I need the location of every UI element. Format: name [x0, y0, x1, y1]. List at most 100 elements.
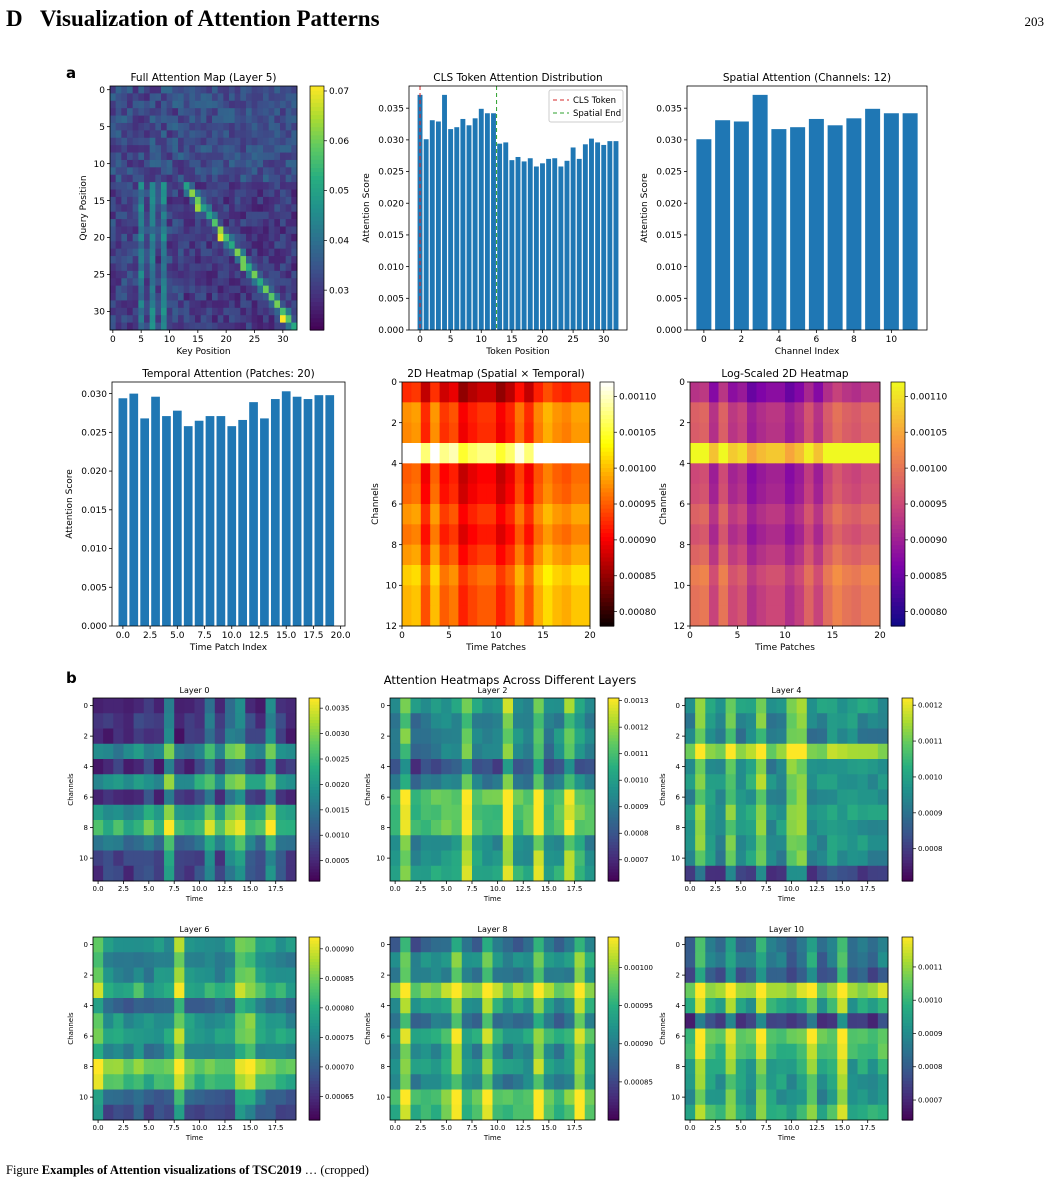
heatmap-cell [214, 967, 226, 984]
heatmap-cell [794, 544, 805, 566]
heatmap-cell [110, 196, 117, 205]
heatmap-cell [274, 226, 281, 235]
colorbar-tick-label: 0.0010 [325, 832, 350, 840]
heatmap-cell [832, 565, 843, 586]
heatmap-cell [400, 698, 411, 714]
heatmap-cell [183, 108, 190, 116]
heatmap-cell [224, 982, 236, 999]
heatmap-cell [728, 382, 738, 403]
x-tick-label: 5.0 [143, 1124, 154, 1132]
heatmap-cell [851, 544, 862, 566]
heatmap-cell [214, 850, 226, 867]
heatmap-cell [103, 1013, 114, 1029]
colorbar-segment [608, 871, 619, 876]
colorbar-segment [902, 994, 913, 999]
heatmap-cell [174, 820, 185, 836]
colorbar-segment [309, 1101, 320, 1106]
heatmap-cell [144, 285, 151, 294]
heatmap-cell [420, 713, 432, 729]
heatmap-cell [214, 698, 226, 714]
heatmap-cell [867, 967, 879, 984]
heatmap-cell [554, 698, 565, 714]
colorbar-segment [310, 297, 324, 303]
bar [205, 416, 215, 626]
heatmap-cell [138, 122, 145, 131]
heatmap-cell [786, 759, 798, 775]
colorbar-segment [902, 835, 913, 839]
colorbar-segment [310, 313, 324, 319]
heatmap-cell [217, 100, 224, 109]
heatmap-cell [533, 998, 545, 1014]
y-tick-label: 0.015 [81, 506, 107, 516]
heatmap-cell [533, 524, 544, 546]
heatmap-cell [172, 182, 179, 190]
heatmap-cell [285, 233, 292, 242]
heatmap-cell [234, 204, 241, 213]
heatmap-cell [206, 211, 213, 220]
heatmap-cell [725, 998, 737, 1014]
heatmap-cell [705, 1043, 716, 1060]
heatmap-cell [172, 108, 179, 116]
heatmap-cell [806, 759, 818, 775]
heatmap-cell [285, 967, 297, 984]
heatmap-cell [823, 402, 833, 424]
x-axis-label: Time [483, 895, 501, 903]
heatmap-cell [461, 1028, 473, 1045]
heatmap-cell [268, 300, 275, 309]
heatmap-cell [430, 504, 440, 525]
heatmap-cell [735, 789, 747, 806]
heatmap-cell [164, 850, 175, 867]
heatmap-cell [492, 967, 504, 984]
heatmap-cell [275, 982, 287, 999]
heatmap-cell [127, 100, 134, 109]
heatmap-cell [756, 804, 767, 821]
heatmap-cell [685, 820, 696, 836]
plot-frame [389, 936, 596, 1121]
heatmap-cell [766, 998, 777, 1014]
heatmap-cell [155, 270, 162, 279]
heatmap-cell [877, 759, 889, 775]
heatmap-cell [705, 998, 716, 1014]
heatmap-cell [115, 263, 122, 272]
heatmap-cell [123, 1013, 134, 1029]
heatmap-cell [103, 1074, 114, 1090]
heatmap-cell [745, 1028, 757, 1045]
heatmap-cell [291, 241, 298, 250]
colorbar-segment [902, 955, 913, 959]
colorbar-segment [309, 777, 320, 781]
heatmap-cell [110, 315, 117, 324]
colorbar-segment [310, 252, 324, 258]
heatmap-cell [564, 865, 575, 882]
heatmap-cell [115, 278, 122, 287]
heatmap-cell [766, 1013, 777, 1029]
heatmap-cell [756, 463, 767, 485]
heatmap-cell [505, 422, 516, 444]
colorbar-segment [608, 789, 619, 794]
heatmap-cell [816, 835, 828, 851]
heatmap-cell [110, 86, 117, 94]
colorbar-tick-label: 0.0011 [918, 963, 943, 971]
colorbar-segment [600, 593, 614, 599]
heatmap-cell [715, 1028, 726, 1045]
heatmap-cell [400, 1013, 411, 1029]
colorbar-segment [902, 722, 913, 727]
heatmap-cell [132, 233, 139, 242]
heatmap-cell [265, 743, 277, 760]
heatmap-cell [127, 115, 134, 124]
heatmap-cell [472, 713, 483, 729]
heatmap-cell [235, 982, 246, 999]
colorbar-segment [902, 771, 913, 775]
heatmap-cell [574, 952, 586, 968]
heatmap-cell [492, 850, 504, 867]
heatmap-cell [709, 443, 719, 464]
heatmap-cell [280, 159, 287, 168]
heatmap-cell [121, 315, 128, 324]
colorbar-segment [608, 716, 619, 720]
y-tick-label: 6 [84, 1033, 89, 1041]
heatmap-cell [554, 1043, 565, 1060]
colorbar-segment [902, 749, 913, 754]
chart-title: 2D Heatmap (Spatial × Temporal) [407, 368, 585, 380]
heatmap-cell [735, 937, 747, 953]
heatmap-cell [240, 233, 247, 242]
